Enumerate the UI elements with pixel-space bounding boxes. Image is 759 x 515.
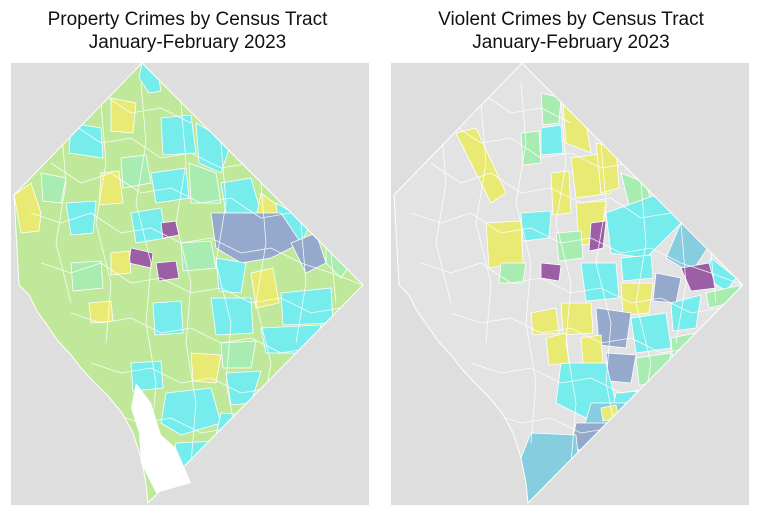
tract [520,130,542,166]
dc-outline [13,63,364,505]
tract [595,307,632,349]
tract [605,192,682,259]
violent-crimes-map-frame [391,63,749,505]
tract [520,432,582,503]
tract [540,124,564,156]
tract [530,307,560,336]
tract [620,254,654,282]
tract [555,230,584,262]
tract-boundaries [410,82,743,464]
tract [455,127,507,204]
census-tracts [14,63,363,503]
map-title-line1: Violent Crimes by Census Tract [438,9,704,30]
dc-outline [393,63,744,505]
tract [250,267,280,309]
tract [160,114,197,156]
census-tracts [394,63,743,503]
tract [485,220,524,269]
map-title-line2: January-February 2023 [472,32,670,53]
tract [210,297,254,336]
tract [130,207,167,244]
tract [215,257,247,294]
tract [680,262,717,292]
tract [670,332,697,366]
tract [260,324,322,354]
tract [540,92,562,126]
tract [188,162,222,204]
tract [630,312,672,354]
tract [605,352,637,384]
tract [40,172,67,204]
tract-boundaries [30,82,363,474]
map-title: Property Crimes by Census Tract January-… [0,8,375,54]
violent-crimes-panel: Violent Crimes by Census Tract January-F… [383,0,759,515]
tract [150,167,190,204]
tract [238,122,262,164]
property-crimes-map [13,63,364,505]
tract [215,412,247,439]
tract [14,182,42,234]
tract [635,352,672,386]
tract [180,240,217,272]
property-crimes-panel: Property Crimes by Census Tract January-… [0,0,375,515]
tract [68,122,104,159]
tract [498,262,527,284]
map-title-line1: Property Crimes by Census Tract [47,9,328,30]
tract [210,212,302,264]
map-title-line2: January-February 2023 [88,32,287,53]
river-area [131,383,191,493]
violent-crimes-map [393,63,744,505]
tract [220,340,257,369]
tract [120,154,152,189]
tract [540,262,562,282]
tract [580,334,604,366]
map-title: Violent Crimes by Census Tract January-F… [383,8,759,54]
tract [152,300,184,336]
tract [190,352,222,384]
tract [160,387,222,436]
tract [580,262,620,302]
tract [588,220,607,252]
tract [65,200,97,236]
tract [98,170,124,206]
tract [70,260,104,292]
property-crimes-map-frame [11,63,369,505]
tract [155,260,180,282]
tract [560,302,594,336]
tract [110,250,132,276]
tract [670,294,702,332]
tract [280,287,334,326]
tract [545,332,570,366]
tract [110,97,137,134]
tract [520,210,552,242]
tract [130,360,164,392]
